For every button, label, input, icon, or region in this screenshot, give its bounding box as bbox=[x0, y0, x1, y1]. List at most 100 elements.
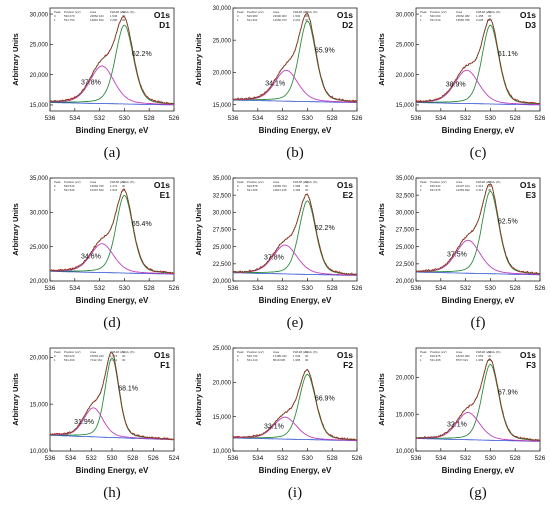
y-tick-label: 15,000 bbox=[213, 415, 232, 421]
x-tick-label: 530 bbox=[485, 285, 496, 292]
background-line bbox=[233, 272, 357, 276]
x-tick-label: 528 bbox=[127, 455, 138, 462]
x-tick-label: 526 bbox=[535, 455, 546, 462]
fit-table-header: FWHM (eV) bbox=[110, 10, 125, 14]
y-tick-label: 15,000 bbox=[30, 103, 49, 109]
chart-svg: 536 534 532 530 528 526 20,000 25,000 30,000 35,0… bbox=[11, 176, 180, 305]
x-tick-label: 530 bbox=[485, 115, 496, 122]
fit-table-cell: 30 bbox=[488, 14, 492, 18]
x-tick-label: 528 bbox=[510, 455, 521, 462]
fit-table-header: Area bbox=[456, 180, 462, 184]
fit-table-cell: 1 bbox=[420, 358, 422, 362]
percent-label-secondary: 37.5% bbox=[447, 252, 467, 259]
panel-caption: (h) bbox=[103, 485, 121, 501]
chart-svg: 536 534 532 530 528 526 10,000 15,000 20,000 25,0… bbox=[194, 346, 363, 475]
fit-table-cell: 15663.310 bbox=[90, 354, 104, 358]
panel-sample-id: E1 bbox=[160, 190, 171, 200]
panel-caption: (d) bbox=[103, 315, 121, 331]
x-tick-label: 528 bbox=[327, 115, 338, 122]
component-curve-main bbox=[416, 24, 540, 105]
y-tick-label: 20,000 bbox=[30, 356, 49, 362]
panel-sample-id: E3 bbox=[526, 190, 537, 200]
fit-table-header: %G/L (%) bbox=[305, 180, 317, 184]
fit-table-cell: 8707.621 bbox=[456, 358, 468, 362]
fit-table-cell: 1.588 bbox=[293, 184, 301, 188]
fit-table-cell: 0 bbox=[237, 354, 239, 358]
panel-caption: (f) bbox=[470, 315, 486, 331]
y-tick-label: 22,500 bbox=[396, 262, 415, 268]
fit-table-cell: 1 bbox=[54, 358, 56, 362]
fit-table-cell: 529.975 bbox=[430, 354, 441, 358]
x-tick-label: 528 bbox=[144, 285, 155, 292]
fit-table-header: Area bbox=[456, 350, 462, 354]
fit-table-header: FWHM (eV) bbox=[293, 350, 308, 354]
fit-table-header: Peak bbox=[237, 180, 244, 184]
y-tick-label: 35,000 bbox=[213, 176, 232, 182]
x-axis-label: Binding Energy, eV bbox=[259, 296, 332, 305]
chart-svg: 536 534 532 530 528 526 10,000 15,000 20,000 Bind… bbox=[377, 347, 546, 475]
percent-label-main: 62.2% bbox=[315, 225, 335, 232]
fit-table-cell: 2.231 bbox=[293, 18, 301, 22]
y-tick-label: 32,500 bbox=[396, 193, 415, 199]
x-tick-label: 526 bbox=[169, 285, 180, 292]
panel-caption: (c) bbox=[469, 145, 487, 161]
fit-table-header: Area bbox=[90, 350, 96, 354]
fit-table-header: Position (eV) bbox=[247, 10, 264, 14]
x-tick-label: 526 bbox=[352, 285, 363, 292]
x-tick-label: 534 bbox=[252, 115, 263, 122]
panel-caption: (g) bbox=[469, 485, 487, 501]
y-tick-label: 35,000 bbox=[30, 176, 49, 182]
y-tick-label: 20,000 bbox=[396, 376, 415, 382]
y-axis-label: Arbitrary Units bbox=[194, 33, 203, 86]
fit-table-cell: 14816.810 bbox=[90, 18, 104, 22]
fit-table-cell: 30 bbox=[488, 18, 492, 22]
fit-table-cell: 1 bbox=[420, 18, 422, 22]
x-tick-label: 528 bbox=[510, 285, 521, 292]
fit-envelope bbox=[233, 13, 358, 102]
y-tick-label: 27,500 bbox=[396, 228, 415, 234]
plot-frame bbox=[415, 347, 541, 452]
fit-table-cell: 1.474 bbox=[110, 184, 118, 188]
fit-table-cell: 531.536 bbox=[64, 188, 75, 192]
x-tick-label: 528 bbox=[144, 115, 155, 122]
y-tick-label: 15,000 bbox=[30, 402, 49, 408]
fit-table-header: Area bbox=[273, 350, 279, 354]
fit-table-header: %G/L (%) bbox=[122, 180, 134, 184]
fit-table-cell: 30 bbox=[122, 354, 126, 358]
y-tick-label: 25,000 bbox=[213, 38, 232, 44]
fit-table-cell: 1.922 bbox=[110, 188, 118, 192]
percent-label-main: 67.9% bbox=[498, 389, 518, 396]
fit-table-cell: 1 bbox=[54, 188, 56, 192]
fit-table-cell: 30 bbox=[122, 184, 126, 188]
fit-table-cell: 531.469 bbox=[64, 358, 75, 362]
fit-table-cell: 530.060 bbox=[430, 14, 441, 18]
x-tick-label: 532 bbox=[94, 285, 105, 292]
fit-table-cell: 30 bbox=[122, 188, 126, 192]
panel-caption: (a) bbox=[103, 145, 121, 161]
panel-title: O1s bbox=[520, 180, 536, 190]
x-tick-label: 532 bbox=[460, 285, 471, 292]
plot-frame bbox=[232, 177, 358, 282]
fit-table-cell: 529.544 bbox=[64, 184, 75, 188]
x-tick-label: 534 bbox=[252, 285, 263, 292]
x-tick-label: 534 bbox=[252, 455, 263, 462]
y-tick-label: 30,000 bbox=[213, 6, 232, 12]
fit-table-header: %G/L (%) bbox=[305, 350, 317, 354]
percent-label-secondary: 37.8% bbox=[81, 79, 101, 86]
chart-svg: 536 534 532 530 528 526 20,000 22,500 25,000 27,5… bbox=[194, 176, 363, 305]
background-line bbox=[416, 438, 540, 442]
fit-table-header: FWHM (eV) bbox=[110, 350, 125, 354]
plot-frame bbox=[232, 7, 358, 112]
y-tick-label: 20,000 bbox=[396, 279, 415, 285]
fit-table-cell: 30 bbox=[305, 184, 309, 188]
fit-envelope bbox=[416, 18, 541, 105]
y-tick-label: 25,000 bbox=[30, 245, 49, 251]
y-tick-label: 25,000 bbox=[30, 43, 49, 49]
x-tick-label: 536 bbox=[411, 455, 422, 462]
fit-table-cell: 2.228 bbox=[476, 18, 484, 22]
fit-table-cell: 25062.382 bbox=[456, 14, 470, 18]
fit-table-cell: 22407.104 bbox=[456, 184, 470, 188]
chart-svg: 536 534 532 530 528 526 15,000 20,000 25,000 30,0… bbox=[377, 7, 546, 135]
fit-table-cell: 30 bbox=[488, 188, 492, 192]
y-tick-label: 35,000 bbox=[396, 176, 415, 182]
